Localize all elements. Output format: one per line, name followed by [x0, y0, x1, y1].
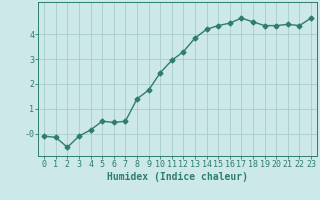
X-axis label: Humidex (Indice chaleur): Humidex (Indice chaleur)	[107, 172, 248, 182]
